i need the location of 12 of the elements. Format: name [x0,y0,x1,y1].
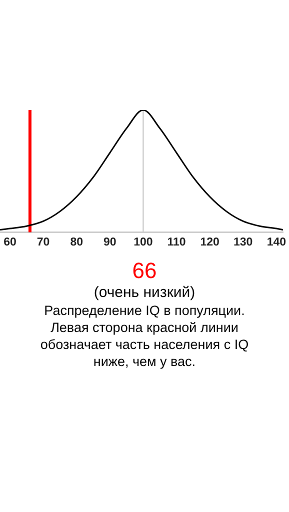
x-tick-label: 130 [234,236,253,248]
x-tick-label: 60 [4,236,16,248]
ref-line-label: 66 [131,258,158,284]
text: (очень низкий) [92,284,196,302]
x-tick-label: 120 [200,236,220,248]
x-tick-label: 70 [36,236,50,248]
x-tick-label: 110 [167,236,186,248]
x-tick-label: 90 [104,236,116,248]
x-tick-label: 100 [134,236,153,248]
text: Распределение IQ в популяции. Левая сторона красной линии обозначает часть населения с IQ ниже, чем у вас. [39,302,250,370]
x-tick-label: 80 [70,236,83,248]
x-tick-label: 140 [266,236,286,248]
